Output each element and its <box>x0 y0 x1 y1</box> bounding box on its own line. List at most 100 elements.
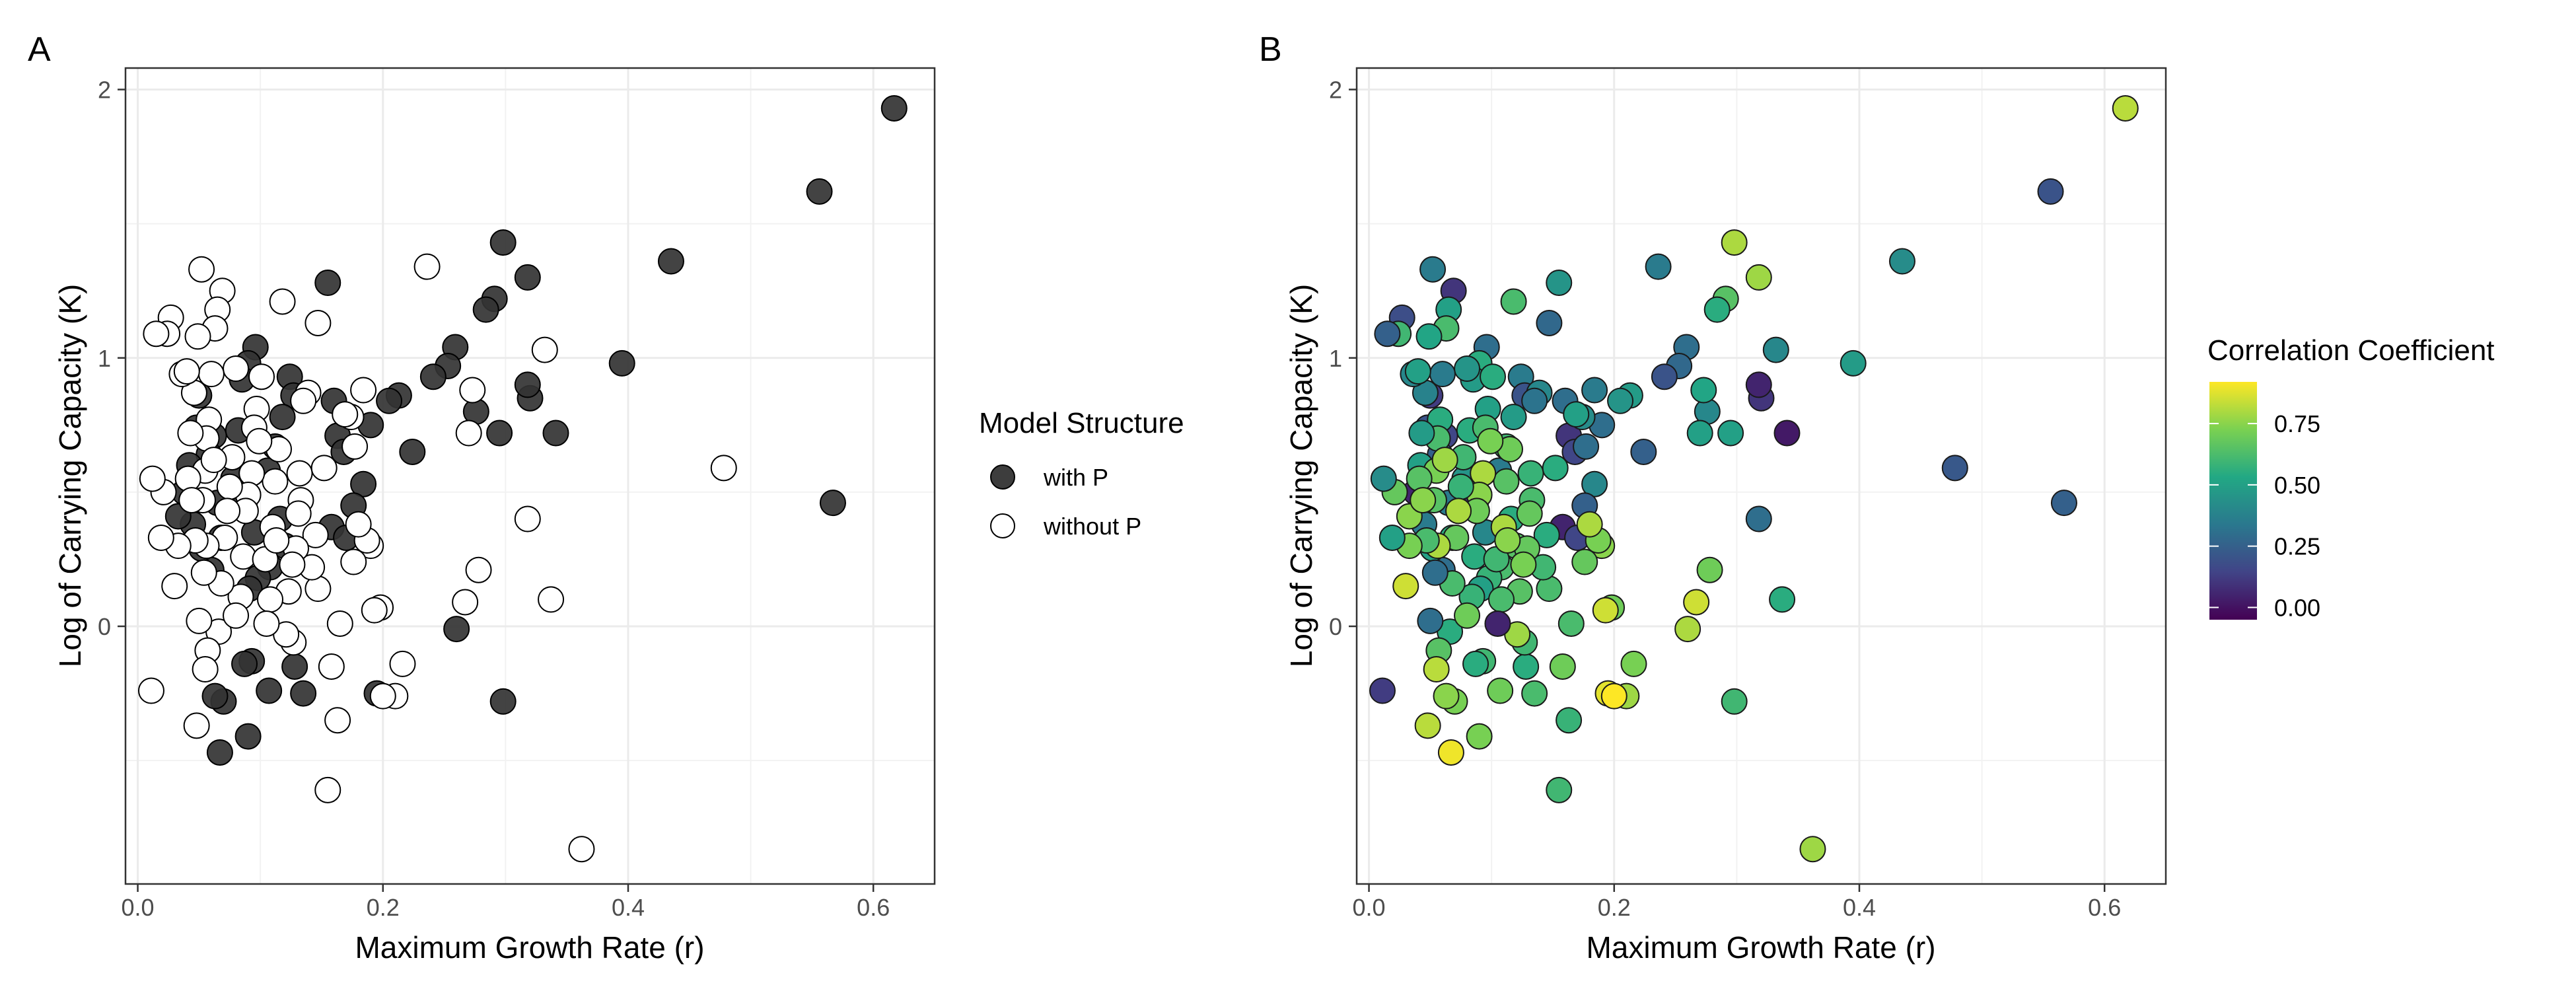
legend-correlation-coefficient: Correlation Coefficient 0.00 0.25 0.50 0.75 <box>2207 334 2495 621</box>
point-colored <box>1447 473 1474 500</box>
point-without-p <box>459 377 486 404</box>
point-colored <box>1423 656 1450 682</box>
point-colored <box>1773 420 1801 447</box>
point-with-p <box>657 248 684 275</box>
point-colored <box>1494 527 1521 554</box>
point-with-p <box>489 229 517 256</box>
point-with-p <box>231 650 258 677</box>
point-without-p <box>465 556 492 583</box>
point-without-p <box>318 653 345 680</box>
point-without-p <box>310 455 338 482</box>
point-with-p <box>486 420 513 447</box>
point-colored <box>1419 256 1447 283</box>
point-with-p <box>269 404 296 431</box>
point-colored <box>1645 253 1672 280</box>
point-colored <box>1369 677 1396 704</box>
point-without-p <box>143 320 170 348</box>
point-with-p <box>201 682 229 710</box>
point-colored <box>1762 336 1789 363</box>
point-colored <box>1799 836 1826 863</box>
point-without-p <box>389 650 416 677</box>
point-colored <box>1521 680 1548 707</box>
point-colored <box>1769 586 1796 613</box>
point-with-p <box>314 270 341 296</box>
point-without-p <box>326 610 353 637</box>
point-colored <box>1745 264 1772 291</box>
point-without-p <box>223 355 250 382</box>
point-without-p <box>188 256 215 283</box>
point-colored <box>2037 178 2064 205</box>
panel-a-border <box>124 67 936 885</box>
point-without-p <box>304 309 332 336</box>
colorbar-tick-label: 0.25 <box>2274 533 2320 560</box>
x-tick-label: 0.4 <box>1843 894 1876 921</box>
point-without-p <box>340 548 367 575</box>
point-colored <box>1690 377 1717 404</box>
panel-a-axes: 0.0 0.2 0.4 0.6 0 1 2 <box>98 77 890 922</box>
point-colored <box>1674 616 1701 643</box>
panel-b-tag: B <box>1259 30 1282 69</box>
point-with-p <box>608 349 635 377</box>
legend-model-structure: Model Structure with P without P <box>979 407 1184 540</box>
point-colored <box>1557 610 1585 637</box>
point-colored <box>1683 589 1710 616</box>
point-without-p <box>332 401 359 428</box>
legend-key-without-p <box>990 513 1015 538</box>
point-without-p <box>269 288 296 315</box>
panel-a-y-axis-title: Log of Carrying Capacity (K) <box>53 284 87 667</box>
point-with-p <box>206 739 233 766</box>
point-colored <box>1581 377 1608 404</box>
point-colored <box>1651 363 1678 390</box>
y-tick-label: 2 <box>1329 77 1342 104</box>
point-with-p <box>806 178 833 205</box>
point-with-p <box>350 470 377 497</box>
point-without-p <box>137 677 164 704</box>
point-without-p <box>184 323 211 350</box>
point-without-p <box>139 465 166 492</box>
point-colored <box>1417 607 1444 634</box>
point-with-p <box>290 680 317 707</box>
point-colored <box>1433 682 1460 710</box>
point-without-p <box>216 473 243 500</box>
point-colored <box>1431 447 1458 474</box>
panel-a: A 0.0 0.2 0.4 0.6 0 1 2 Maximum Growth Rate (r… <box>28 30 936 965</box>
point-with-p <box>234 723 262 750</box>
colorbar-tick-label: 0.50 <box>2274 472 2320 499</box>
point-without-p <box>286 460 313 487</box>
panel-b-x-axis-title: Maximum Growth Rate (r) <box>1586 930 1935 965</box>
point-with-p <box>819 490 846 517</box>
point-without-p <box>350 377 377 404</box>
point-without-p <box>186 607 213 634</box>
point-colored <box>1477 427 1504 455</box>
point-colored <box>1415 323 1443 350</box>
panel-a-points <box>137 94 908 863</box>
point-colored <box>1513 653 1540 680</box>
point-without-p <box>568 836 595 863</box>
point-colored <box>1717 420 1744 447</box>
point-without-p <box>538 586 565 613</box>
point-colored <box>1484 610 1511 637</box>
point-without-p <box>514 505 541 532</box>
point-colored <box>1404 358 1431 385</box>
point-colored <box>1549 653 1576 680</box>
point-with-p <box>399 438 426 465</box>
point-without-p <box>248 363 275 390</box>
legend-label-with-p: with P <box>1043 464 1108 491</box>
point-with-p <box>880 94 908 122</box>
point-without-p <box>345 511 372 538</box>
point-colored <box>1721 688 1748 715</box>
point-colored <box>1630 438 1657 465</box>
point-colored <box>1510 551 1537 578</box>
point-colored <box>1487 677 1514 704</box>
y-tick-label: 0 <box>98 613 111 640</box>
point-colored <box>1607 387 1634 414</box>
x-tick-label: 0.0 <box>1353 894 1386 921</box>
point-without-p <box>253 610 280 637</box>
point-colored <box>2112 94 2139 122</box>
point-colored <box>1696 556 1723 583</box>
point-colored <box>1573 433 1600 460</box>
point-colored <box>1546 270 1573 296</box>
x-tick-label: 0.6 <box>2088 894 2121 921</box>
point-colored <box>1571 548 1598 575</box>
point-without-p <box>314 776 341 803</box>
